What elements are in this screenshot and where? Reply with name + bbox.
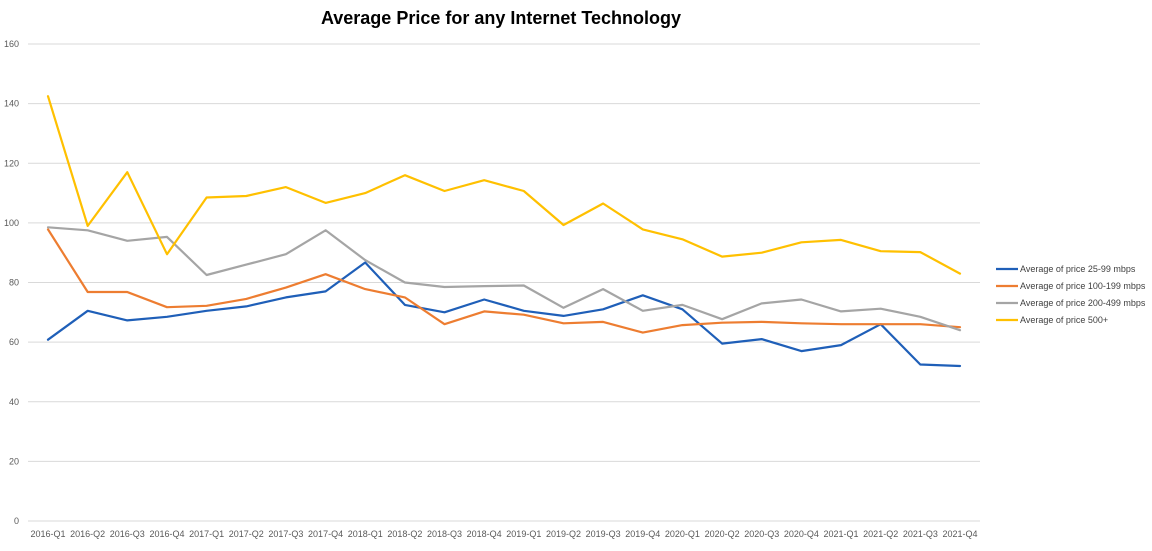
x-tick-label: 2021-Q4 xyxy=(942,529,977,539)
x-tick-label: 2021-Q1 xyxy=(824,529,859,539)
x-tick-label: 2016-Q1 xyxy=(30,529,65,539)
x-tick-label: 2020-Q2 xyxy=(705,529,740,539)
chart-title: Average Price for any Internet Technolog… xyxy=(321,8,681,28)
legend-label: Average of price 200-499 mbps xyxy=(1020,298,1146,308)
legend-label: Average of price 25-99 mbps xyxy=(1020,264,1136,274)
x-tick-label: 2020-Q4 xyxy=(784,529,819,539)
x-tick-label: 2018-Q2 xyxy=(387,529,422,539)
x-tick-label: 2016-Q2 xyxy=(70,529,105,539)
series-line-4 xyxy=(46,95,962,275)
x-tick-label: 2016-Q3 xyxy=(110,529,145,539)
x-tick-label: 2019-Q4 xyxy=(625,529,660,539)
legend: Average of price 25-99 mbps Average of pr… xyxy=(996,264,1146,325)
x-tick-label: 2017-Q4 xyxy=(308,529,343,539)
y-tick-label: 120 xyxy=(4,158,19,168)
x-tick-label: 2018-Q1 xyxy=(348,529,383,539)
y-tick-label: 0 xyxy=(14,516,19,526)
x-axis-ticks: 2016-Q1 2016-Q2 2016-Q3 2016-Q4 2017-Q1 2017-… xyxy=(30,529,977,539)
x-tick-label: 2021-Q2 xyxy=(863,529,898,539)
x-tick-label: 2019-Q3 xyxy=(586,529,621,539)
series-lines xyxy=(46,95,962,368)
gridlines xyxy=(28,43,980,522)
y-tick-label: 20 xyxy=(9,456,19,466)
x-tick-label: 2017-Q3 xyxy=(268,529,303,539)
x-tick-label: 2019-Q1 xyxy=(506,529,541,539)
y-tick-label: 140 xyxy=(4,99,19,109)
y-tick-label: 160 xyxy=(4,39,19,49)
series-line-3 xyxy=(46,226,962,332)
y-tick-label: 60 xyxy=(9,337,19,347)
x-tick-label: 2016-Q4 xyxy=(149,529,184,539)
x-tick-label: 2018-Q3 xyxy=(427,529,462,539)
y-tick-label: 80 xyxy=(9,278,19,288)
x-tick-label: 2020-Q3 xyxy=(744,529,779,539)
series-line-1 xyxy=(46,261,962,368)
legend-label: Average of price 100-199 mbps xyxy=(1020,281,1146,291)
x-tick-label: 2018-Q4 xyxy=(467,529,502,539)
x-tick-label: 2017-Q2 xyxy=(229,529,264,539)
y-tick-label: 100 xyxy=(4,218,19,228)
x-tick-label: 2017-Q1 xyxy=(189,529,224,539)
y-axis-ticks: 0 20 40 60 80 100 120 140 160 xyxy=(4,39,19,526)
x-tick-label: 2019-Q2 xyxy=(546,529,581,539)
x-tick-label: 2021-Q3 xyxy=(903,529,938,539)
y-tick-label: 40 xyxy=(9,397,19,407)
legend-label: Average of price 500+ xyxy=(1020,315,1108,325)
x-tick-label: 2020-Q1 xyxy=(665,529,700,539)
series-line-2 xyxy=(46,228,962,334)
